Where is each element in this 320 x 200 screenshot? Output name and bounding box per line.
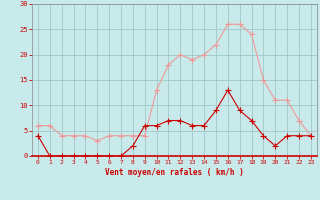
X-axis label: Vent moyen/en rafales ( km/h ): Vent moyen/en rafales ( km/h ) xyxy=(105,168,244,177)
